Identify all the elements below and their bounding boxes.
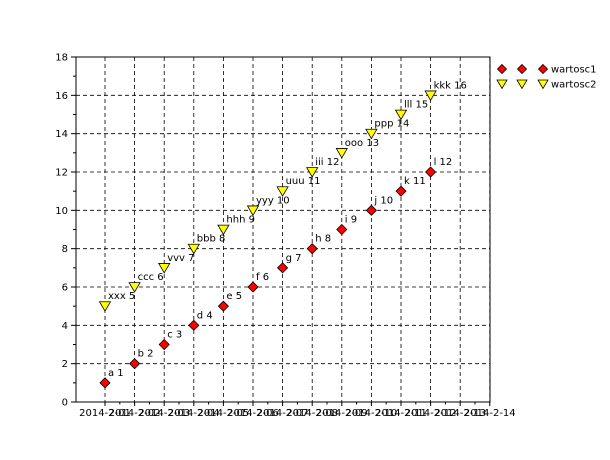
point-label: iii 12 <box>315 157 339 168</box>
triangle-marker <box>306 167 319 178</box>
diamond-marker <box>158 338 170 351</box>
legend-triangle-marker <box>496 79 508 90</box>
x-tick-label: 2014-2-04 <box>168 408 220 419</box>
point-label: f 6 <box>256 272 269 283</box>
diamond-marker <box>247 281 259 293</box>
diamond-marker <box>188 319 200 331</box>
point-label: k 11 <box>404 176 426 187</box>
y-tick-label: 18 <box>55 53 68 64</box>
y-tick-label: 2 <box>62 359 68 370</box>
legend-entry-label: wartosc1 <box>551 65 597 76</box>
y-tick-label: 10 <box>55 206 68 217</box>
triangle-marker <box>394 109 408 121</box>
legend-diamond-marker <box>537 63 549 75</box>
point-label: lll 15 <box>404 100 428 111</box>
point-label: j 10 <box>373 195 393 206</box>
diamond-marker <box>365 204 377 216</box>
diamond-marker <box>99 377 111 389</box>
point-label: h 8 <box>315 234 331 245</box>
diamond-marker <box>425 166 437 178</box>
triangle-marker <box>246 205 260 217</box>
data-marks: a 1 b 2 c 3 d 4 e 5 f 6 g 7 h 8 i 9 j 10 k 11 l 12 x… <box>98 80 467 389</box>
point-label: ooo 13 <box>345 138 379 149</box>
x-axis: 2014-2-012014-2-022014-2-032014-2-042014… <box>79 402 516 419</box>
legend: wartosc1 wartosc2 <box>496 63 597 91</box>
triangle-marker <box>187 243 200 255</box>
triangle-marker <box>128 282 141 293</box>
triangle-marker <box>276 186 289 197</box>
point-label: g 7 <box>286 253 302 264</box>
point-label: yyy 10 <box>256 195 290 206</box>
grid-lines <box>76 57 491 402</box>
x-tick-label: 2014-2-03 <box>138 408 190 419</box>
diamond-marker <box>336 223 348 236</box>
legend-diamond-marker <box>516 63 528 75</box>
y-tick-label: 8 <box>62 244 68 255</box>
legend-triangle-marker <box>516 79 528 90</box>
legend-diamond-marker <box>496 63 508 75</box>
y-tick-label: 12 <box>55 168 68 179</box>
diamond-marker <box>129 358 141 370</box>
x-tick-label: 2014-2-11 <box>375 408 427 419</box>
x-tick-label: 2014-2-12 <box>405 408 457 419</box>
x-tick-label: 2014-2-02 <box>109 408 161 419</box>
point-label: vvv 7 <box>167 253 194 264</box>
point-label: a 1 <box>108 368 124 379</box>
x-tick-label: 2014-2-09 <box>316 408 368 419</box>
y-tick-label: 0 <box>62 398 68 409</box>
y-tick-label: 16 <box>55 91 68 102</box>
point-label: ppp 14 <box>374 119 409 130</box>
x-tick-label: 2014-2-01 <box>79 408 131 419</box>
x-tick-label: 2014-2-08 <box>286 408 338 419</box>
diamond-marker <box>306 243 318 255</box>
x-tick-label: 2014-2-07 <box>257 408 309 419</box>
y-tick-label: 4 <box>62 321 68 332</box>
point-label: kkk 16 <box>434 80 467 91</box>
x-tick-label: 2014-2-05 <box>198 408 250 419</box>
point-label: xxx 5 <box>108 291 135 302</box>
triangle-marker <box>335 148 348 159</box>
point-label: ccc 6 <box>138 272 164 283</box>
point-label: i 9 <box>345 215 357 226</box>
y-tick-label: 6 <box>62 283 68 294</box>
point-label: e 5 <box>226 291 242 302</box>
triangle-marker <box>158 263 171 274</box>
point-label: uuu 11 <box>286 176 321 187</box>
diamond-marker <box>277 262 289 274</box>
x-tick-label: 2014-2-06 <box>227 408 279 419</box>
diamond-marker <box>395 185 407 197</box>
y-axis: 0 2 4 6 8 10 12 14 16 18 <box>55 53 76 409</box>
point-label: l 12 <box>434 157 453 168</box>
triangle-marker <box>217 224 230 236</box>
legend-triangle-marker <box>537 79 549 90</box>
point-label: b 2 <box>138 349 154 360</box>
point-label: bbb 8 <box>197 234 226 245</box>
triangle-marker <box>424 90 437 102</box>
legend-entry-label: wartosc2 <box>551 80 597 91</box>
x-tick-label: 2014-2-14 <box>464 408 516 419</box>
point-label: d 4 <box>197 310 213 321</box>
triangle-marker <box>98 301 112 312</box>
x-tick-label: 2014-2-10 <box>346 408 398 419</box>
triangle-marker <box>365 128 378 140</box>
y-tick-label: 14 <box>55 129 68 140</box>
point-label: hhh 9 <box>226 215 255 226</box>
point-label: c 3 <box>167 330 182 341</box>
x-tick-label: 2014-2-13 <box>434 408 486 419</box>
diamond-marker <box>217 300 229 312</box>
